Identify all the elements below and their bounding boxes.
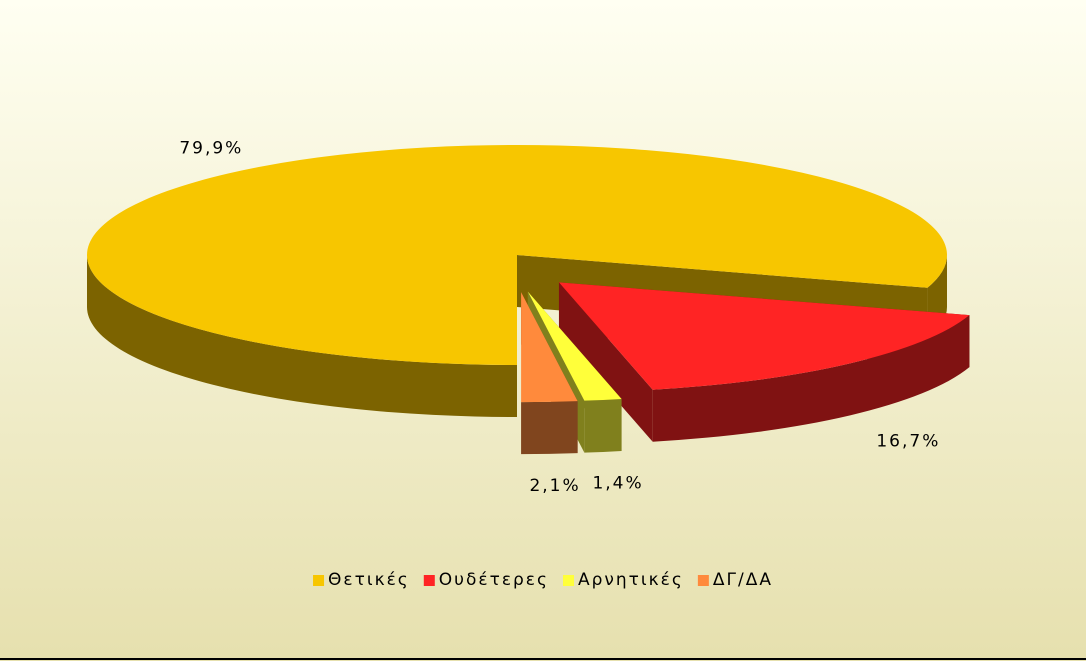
legend-label: Ουδέτερες bbox=[439, 570, 549, 590]
slice-side bbox=[87, 255, 517, 417]
slice bbox=[521, 292, 578, 403]
slice-cut-wall bbox=[558, 282, 653, 442]
slice bbox=[527, 291, 622, 401]
slice-side bbox=[521, 401, 578, 455]
data-label: 1,4% bbox=[592, 474, 643, 494]
slice bbox=[87, 145, 948, 365]
legend-label: Αρνητικές bbox=[578, 570, 684, 590]
legend-label: ΔΓ/ΔΑ bbox=[713, 570, 773, 590]
legend-swatch bbox=[697, 575, 709, 586]
legend-swatch bbox=[313, 575, 325, 586]
data-label: 16,7% bbox=[876, 432, 940, 452]
slice-side bbox=[584, 398, 622, 453]
legend-swatch bbox=[562, 575, 574, 586]
legend-label: Θετικές bbox=[328, 570, 410, 590]
legend-swatch bbox=[423, 575, 435, 586]
slice-side bbox=[652, 315, 970, 442]
slice bbox=[558, 282, 970, 390]
data-label: 79,9% bbox=[179, 139, 243, 159]
data-label: 2,1% bbox=[529, 476, 580, 496]
